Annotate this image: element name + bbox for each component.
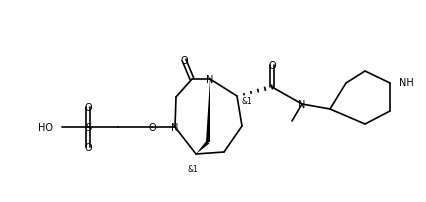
Text: O: O (84, 102, 92, 113)
Text: N: N (171, 122, 178, 132)
Text: O: O (180, 56, 188, 66)
Text: S: S (85, 122, 91, 132)
Text: O: O (148, 122, 156, 132)
Polygon shape (206, 80, 210, 142)
Text: &1: &1 (242, 96, 253, 105)
Text: &1: &1 (187, 165, 199, 174)
Text: O: O (268, 61, 276, 71)
Text: O: O (84, 142, 92, 152)
Text: NH: NH (399, 78, 414, 87)
Text: N: N (206, 75, 214, 85)
Polygon shape (196, 141, 210, 154)
Text: N: N (298, 100, 306, 109)
Text: HO: HO (38, 122, 53, 132)
